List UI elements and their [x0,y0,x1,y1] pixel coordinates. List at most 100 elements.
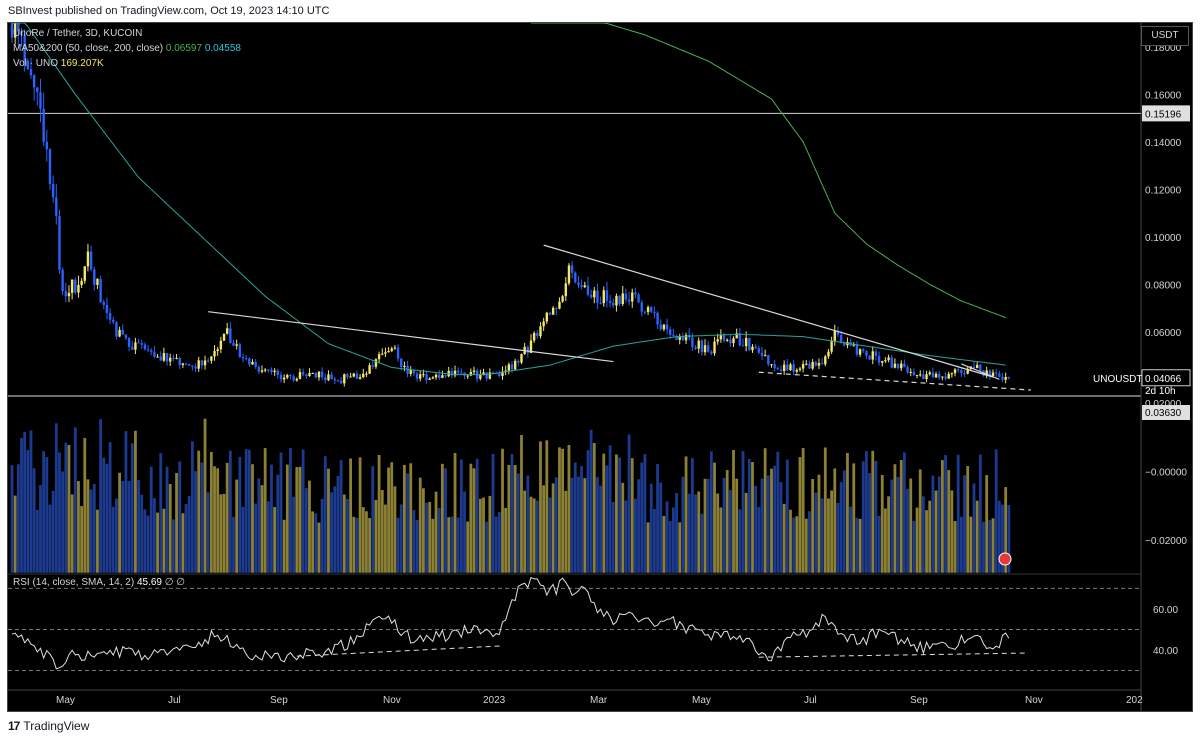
candle-body [121,329,124,335]
candle-body [868,355,871,360]
candle-body [330,374,333,379]
candle-body [282,377,286,380]
volume-bar [377,454,381,573]
hline-label-bg [1142,105,1190,122]
candle-body [650,307,653,312]
volume-bar [235,479,239,573]
candle-body [640,302,643,312]
candle-body [558,301,561,309]
volume-bar [583,478,587,573]
volume-bar [963,475,966,573]
candle-body [877,355,881,363]
hline-label: 0.15196 [1145,109,1182,120]
candle-body [194,366,197,369]
candle-body [286,375,289,378]
candle-body [605,290,609,301]
volume-bar [440,463,444,573]
volume-bar [149,466,153,573]
volume-bar [51,490,55,573]
volume-bar [529,496,533,573]
volume-bar [428,502,432,573]
candle-body [773,364,776,369]
candle-body [102,301,105,305]
candle-body [184,363,188,365]
candle-body [96,278,99,285]
volume-bar [959,516,963,573]
candle-body [994,372,998,374]
volume-bar [833,468,837,573]
candle-body [830,340,833,352]
volume-bar [653,508,656,573]
chart-frame[interactable]: 0.18000 0.16000 0.14000 0.12000 0.10000 0.080… [7,22,1193,712]
trendline-0 [208,311,614,363]
candle-body [146,349,150,351]
candle-body [501,371,504,377]
candle-body [105,304,109,313]
candle-body [947,373,950,379]
volume-bar [140,494,144,573]
volume-bar [577,476,580,573]
candle-body [570,265,574,273]
volume-bar [630,458,634,573]
volume-bar [488,495,492,573]
candle-body [735,333,738,339]
candle-body [941,376,944,378]
candle-body [45,141,49,150]
volume-bar [567,444,571,573]
volume-bar [548,497,552,573]
tradingview-logo[interactable]: 17 TradingView [8,719,89,733]
candle-body [422,374,425,376]
candle-body [393,347,397,349]
candle-body [646,307,650,312]
candle-body [874,351,878,356]
volume-bar [380,490,384,573]
candle-body [241,356,245,359]
volume-bar [728,490,732,573]
vol-value: 169.207K [60,58,104,69]
candle-body [270,369,273,372]
candle-body [1001,376,1004,380]
price-tick-label: 0.18000 [1145,43,1182,54]
volume-bar [143,509,147,573]
volume-bar [478,498,482,573]
candle-body [406,365,409,374]
candle-body [820,363,824,365]
candle-body [368,365,371,374]
candle-body [741,345,745,347]
vol-tick-label: −0.02000 [1145,536,1187,547]
volume-bar [77,481,80,573]
last-price-label: 0.04066 [1145,374,1182,385]
volume-bar [197,450,201,573]
volume-bar [558,447,561,573]
volume-bar [747,459,751,573]
candle-body [298,372,302,379]
candle-body [621,293,624,305]
volume-bar [944,455,947,573]
candle-body [346,374,349,377]
candle-body [301,372,305,375]
volume-bar [991,518,995,573]
candle-body [77,284,80,293]
candle-body [618,295,621,305]
volume-bar [168,483,172,573]
volume-bar [899,460,903,573]
time-tick-label: May [692,695,711,706]
volume-bar [83,437,87,573]
volume-bar [304,488,308,573]
price-chart[interactable]: 0.18000 0.16000 0.14000 0.12000 0.10000 0.080… [8,23,1192,711]
candle-body [124,334,128,339]
candle-body [1007,377,1011,379]
volume-bar [596,477,599,573]
last-symbol-label: UNOUSDT [1093,374,1142,385]
volume-bar [216,468,220,573]
volume-bar [580,466,584,573]
candle-body [754,346,757,349]
volume-bar [846,453,849,573]
volume-bar [700,513,704,573]
candle-body [950,373,954,375]
candle-body [320,371,324,378]
candle-body [172,357,175,359]
currency-button[interactable]: USDT [1141,26,1189,46]
candle-body [108,312,112,320]
volume-bar [146,515,150,573]
